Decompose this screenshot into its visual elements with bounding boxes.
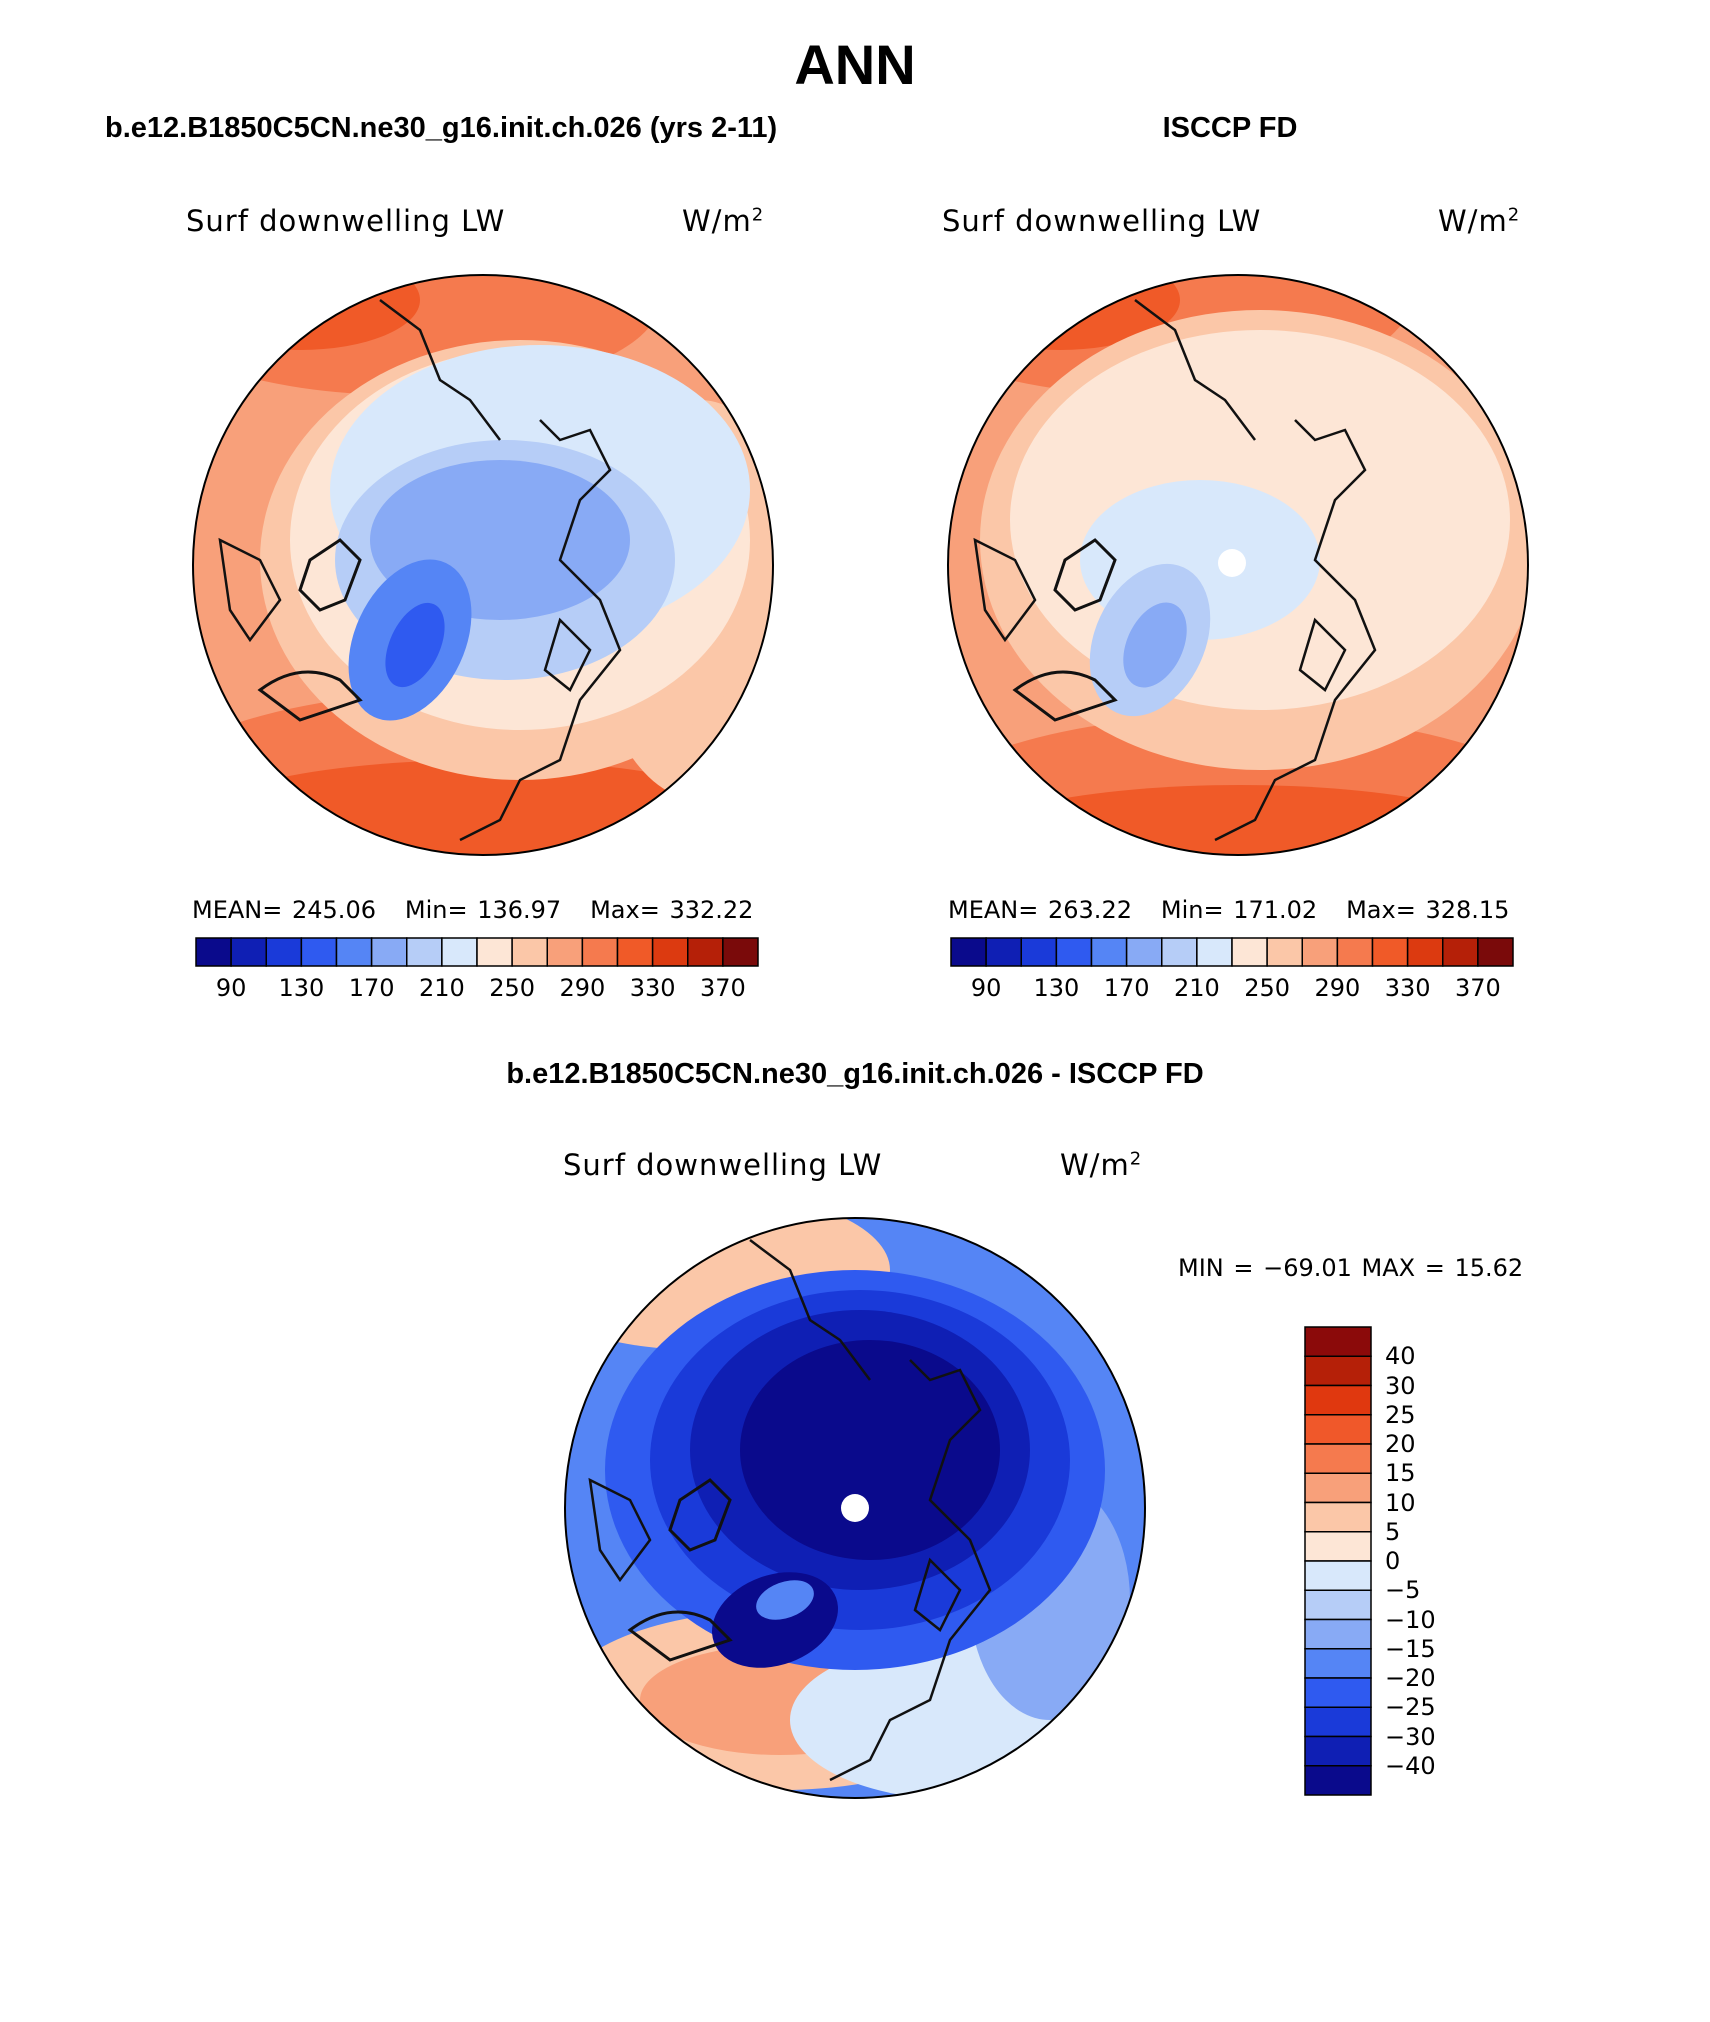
colorbar-swatch [1304, 1501, 1372, 1533]
colorbar-swatch [1371, 937, 1409, 967]
colorbar-tick-label: 90 [970, 974, 1002, 1002]
colorbar-swatch [581, 937, 619, 967]
colorbar-tick-label: 330 [1384, 974, 1431, 1002]
colorbar-tick-label: 90 [215, 974, 247, 1002]
diff-title: b.e12.B1850C5CN.ne30_g16.init.ch.026 - I… [506, 1058, 1204, 1090]
colorbar-swatch [441, 937, 478, 967]
colorbar-tick-label: 30 [1385, 1371, 1416, 1400]
colorbar-swatch [1090, 937, 1128, 967]
colorbar-swatch [1304, 1414, 1372, 1445]
colorbar-swatch [1304, 1618, 1372, 1650]
colorbar-swatch [1304, 1677, 1372, 1708]
colorbar-isccp [950, 937, 1514, 967]
colorbar-swatch [651, 937, 689, 967]
colorbar-tick-label: −40 [1385, 1751, 1436, 1780]
colorbar-swatch [370, 937, 408, 967]
panel-1-header: b.e12.B1850C5CN.ne30_g16.init.ch.026 (yr… [105, 112, 778, 144]
colorbar-swatch [1304, 1735, 1372, 1767]
colorbar-tick-label: 40 [1385, 1342, 1416, 1371]
figure-title: ANN [794, 33, 916, 96]
colorbar-tick-label: −30 [1385, 1722, 1436, 1751]
colorbar-tick-label: 290 [559, 974, 606, 1002]
colorbar-swatch [406, 937, 443, 967]
colorbar-swatch [1442, 937, 1479, 967]
colorbar-swatch [1304, 1384, 1372, 1416]
colorbar-swatch [1304, 1443, 1372, 1474]
colorbar-tick-label: −25 [1385, 1693, 1436, 1722]
colorbar-tick-label: 210 [418, 974, 465, 1002]
colorbar-swatch [230, 937, 267, 967]
colorbar-tick-label: 20 [1385, 1430, 1416, 1458]
colorbar-swatch [1125, 937, 1163, 967]
colorbar-tick-label: −5 [1385, 1576, 1421, 1605]
colorbar-swatch [1304, 1706, 1372, 1738]
colorbar-swatch [195, 937, 232, 967]
colorbar-swatch [1304, 1531, 1372, 1562]
colorbar-swatch [1406, 937, 1444, 967]
colorbar-swatch [1304, 1560, 1372, 1591]
colorbar-tick-label: 25 [1385, 1400, 1416, 1429]
colorbar-tick-label: −10 [1385, 1605, 1436, 1634]
colorbar-tick-label: 15 [1385, 1459, 1416, 1488]
colorbar-tick-label: 370 [699, 974, 746, 1002]
colorbar-swatch [1304, 1589, 1372, 1621]
colorbar-swatch [300, 937, 338, 967]
colorbar-swatch [722, 937, 759, 967]
colorbar-swatch [335, 937, 373, 967]
colorbar-swatch [1304, 1765, 1372, 1796]
colorbar-tick-label: −15 [1385, 1634, 1436, 1663]
colorbar-swatch [950, 937, 987, 967]
colorbar-swatch [1055, 937, 1093, 967]
colorbar-tick-label: 170 [1103, 974, 1150, 1002]
colorbar-swatch [1301, 937, 1339, 967]
diff-units: W/m2 [1060, 1148, 1143, 1182]
colorbar-tick-label: 130 [1033, 974, 1080, 1002]
colorbar-swatch [1266, 937, 1303, 967]
colorbar-tick-label: 0 [1385, 1547, 1401, 1575]
colorbar-swatch [1304, 1355, 1372, 1387]
panel-1-units: W/m2 [682, 204, 765, 238]
panel-2-header: ISCCP FD [1162, 112, 1298, 144]
colorbar-swatch [546, 937, 584, 967]
colorbar-swatch [1020, 937, 1058, 967]
colorbar-swatch [1231, 937, 1268, 967]
colorbar-swatch [1477, 937, 1514, 967]
colorbar-tick-label: −20 [1385, 1664, 1436, 1692]
panel-1-variable: Surf downwelling LW [186, 204, 506, 238]
panel-2-units: W/m2 [1438, 204, 1521, 238]
colorbar-swatch [687, 937, 724, 967]
panel-1-stats: MEAN= 245.06 Min= 136.97 Max= 332.22 [192, 896, 754, 924]
colorbar-tick-label: 130 [278, 974, 325, 1002]
colorbar-tick-label: 250 [489, 974, 536, 1002]
colorbar-tick-label: 330 [629, 974, 676, 1002]
colorbar-swatch [511, 937, 548, 967]
diff-variable: Surf downwelling LW [563, 1148, 883, 1182]
colorbar-swatch [476, 937, 513, 967]
colorbar-tick-label: 370 [1454, 974, 1501, 1002]
colorbar-tick-label: 250 [1244, 974, 1291, 1002]
colorbar-swatch [1304, 1648, 1372, 1679]
colorbar-model [195, 937, 759, 967]
colorbar-swatch [1196, 937, 1233, 967]
colorbar-tick-label: 10 [1385, 1488, 1416, 1517]
colorbar-tick-label: 5 [1385, 1517, 1401, 1546]
colorbar-swatch [1304, 1472, 1372, 1504]
colorbar-swatch [1336, 937, 1374, 967]
colorbar-swatch [1161, 937, 1198, 967]
colorbar-swatch [985, 937, 1022, 967]
colorbar-tick-label: 170 [348, 974, 395, 1002]
colorbar-tick-label: 290 [1314, 974, 1361, 1002]
colorbar-difference [1304, 1326, 1372, 1796]
colorbar-swatch [616, 937, 654, 967]
panel-2-stats: MEAN= 263.22 Min= 171.02 Max= 328.15 [948, 896, 1510, 924]
polar-map-model [193, 275, 773, 855]
polar-map-difference [565, 1218, 1145, 1798]
colorbar-swatch [265, 937, 303, 967]
colorbar-tick-label: 210 [1173, 974, 1220, 1002]
panel-2-variable: Surf downwelling LW [942, 204, 1262, 238]
polar-map-isccp [948, 275, 1528, 855]
colorbar-swatch [1304, 1326, 1372, 1357]
diff-minmax: MIN = −69.01 MAX = 15.62 [1178, 1254, 1524, 1282]
